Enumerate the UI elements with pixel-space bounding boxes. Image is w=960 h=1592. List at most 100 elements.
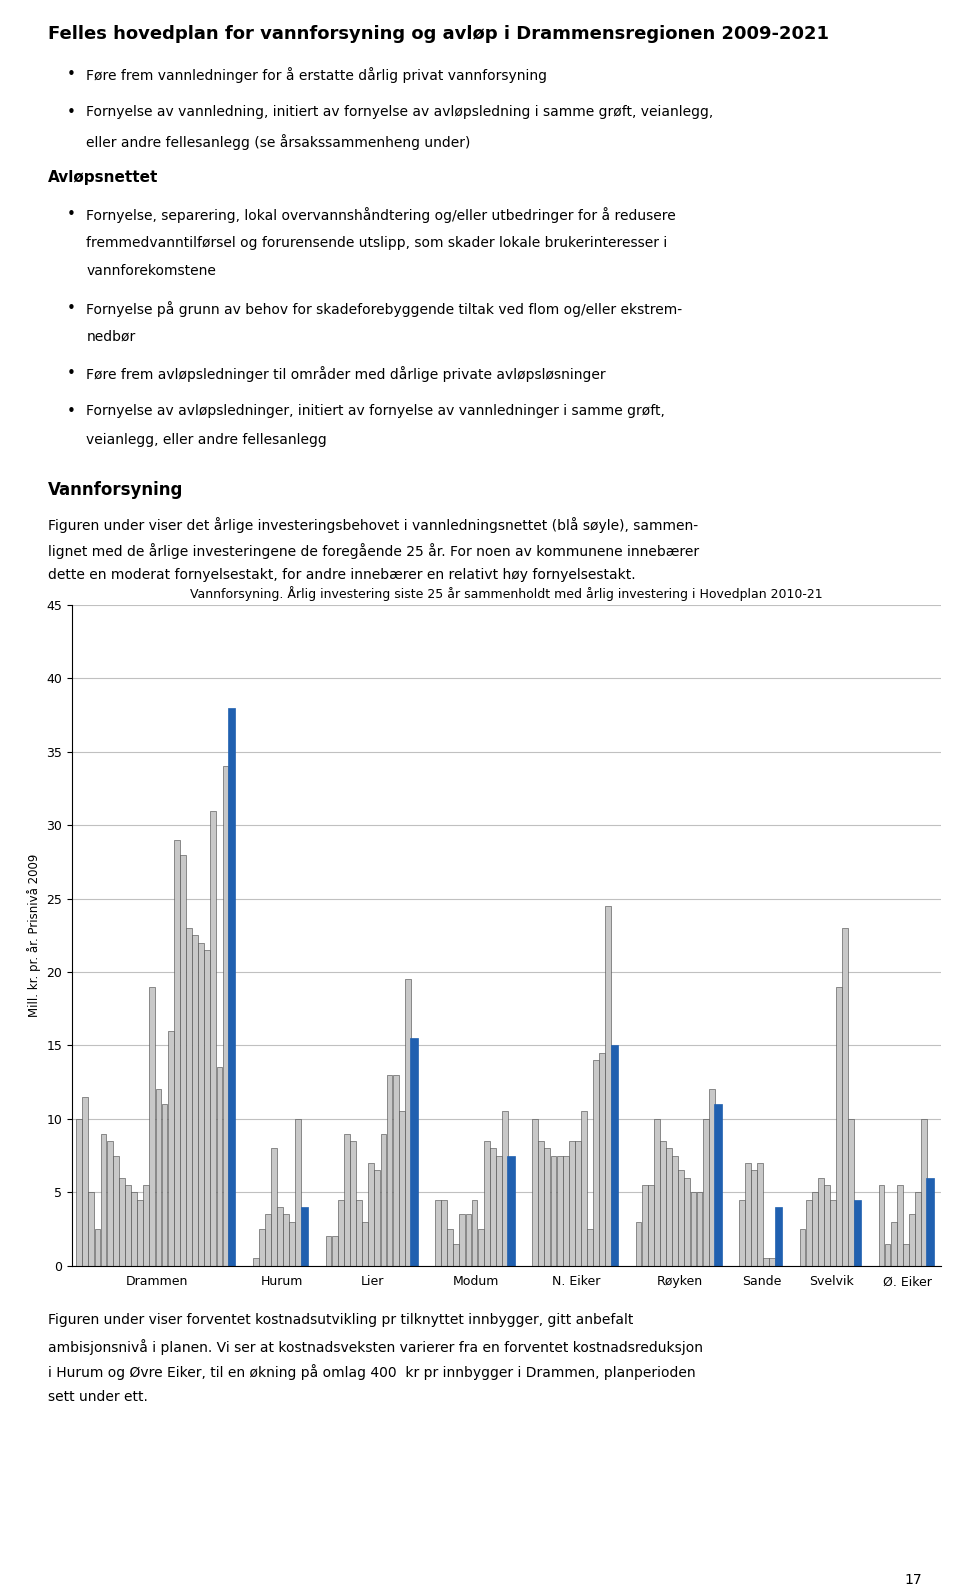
Bar: [180, 855, 186, 1266]
Bar: [763, 1258, 769, 1266]
Bar: [350, 1141, 356, 1266]
Bar: [557, 1156, 563, 1266]
Bar: [161, 1105, 167, 1266]
Bar: [818, 1178, 824, 1266]
Bar: [897, 1184, 902, 1266]
Bar: [119, 1178, 125, 1266]
Text: ambisjonsnivå i planen. Vi ser at kostnadsveksten varierer fra en forventet kost: ambisjonsnivå i planen. Vi ser at kostna…: [48, 1339, 703, 1355]
Bar: [575, 1141, 581, 1266]
Bar: [137, 1200, 143, 1266]
Bar: [228, 708, 235, 1266]
Text: dette en moderat fornyelsestakt, for andre innebærer en relativt høy fornyelsest: dette en moderat fornyelsestakt, for and…: [48, 568, 636, 583]
Bar: [88, 1192, 94, 1266]
Bar: [471, 1200, 477, 1266]
Bar: [453, 1243, 459, 1266]
Bar: [697, 1192, 703, 1266]
Bar: [708, 1089, 714, 1266]
Text: eller andre fellesanlegg (se årsakssammenheng under): eller andre fellesanlegg (se årsakssamme…: [86, 134, 470, 150]
Text: Fornyelse av vannledning, initiert av fornyelse av avløpsledning i samme grøft, : Fornyelse av vannledning, initiert av fo…: [86, 105, 713, 119]
Bar: [199, 942, 204, 1266]
Text: •: •: [67, 366, 76, 380]
Bar: [94, 1229, 101, 1266]
Bar: [922, 1119, 927, 1266]
Bar: [435, 1200, 441, 1266]
Bar: [460, 1215, 466, 1266]
Text: fremmedvanntilførsel og forurensende utslipp, som skader lokale brukerinteresser: fremmedvanntilførsel og forurensende uts…: [86, 236, 667, 250]
Bar: [666, 1148, 672, 1266]
Bar: [739, 1200, 745, 1266]
Bar: [217, 1068, 223, 1266]
Bar: [714, 1105, 722, 1266]
Text: •: •: [67, 301, 76, 315]
Bar: [563, 1156, 568, 1266]
Bar: [599, 1052, 605, 1266]
Text: nedbør: nedbør: [86, 330, 135, 344]
Bar: [447, 1229, 453, 1266]
Bar: [588, 1229, 593, 1266]
Bar: [891, 1221, 897, 1266]
Bar: [830, 1200, 836, 1266]
Bar: [210, 810, 216, 1266]
Bar: [113, 1156, 119, 1266]
Bar: [393, 1075, 398, 1266]
Bar: [265, 1215, 271, 1266]
Bar: [132, 1192, 137, 1266]
Text: Føre frem vannledninger for å erstatte dårlig privat vannforsyning: Føre frem vannledninger for å erstatte d…: [86, 67, 547, 83]
Bar: [606, 906, 612, 1266]
Bar: [824, 1184, 829, 1266]
Bar: [745, 1162, 751, 1266]
Bar: [277, 1207, 283, 1266]
Y-axis label: Mill. kr. pr. år. Prisnivå 2009: Mill. kr. pr. år. Prisnivå 2009: [27, 853, 41, 1017]
Bar: [362, 1221, 368, 1266]
Bar: [338, 1200, 344, 1266]
Bar: [800, 1229, 805, 1266]
Bar: [101, 1134, 107, 1266]
Bar: [332, 1237, 338, 1266]
Bar: [769, 1258, 776, 1266]
Text: •: •: [67, 207, 76, 221]
Bar: [223, 766, 228, 1266]
Bar: [174, 841, 180, 1266]
Bar: [289, 1221, 296, 1266]
Bar: [903, 1243, 909, 1266]
Title: Vannforsyning. Årlig investering siste 25 år sammenholdt med årlig investering i: Vannforsyning. Årlig investering siste 2…: [190, 586, 823, 602]
Bar: [83, 1097, 88, 1266]
Bar: [478, 1229, 484, 1266]
Bar: [648, 1184, 654, 1266]
Bar: [490, 1148, 495, 1266]
Bar: [751, 1170, 757, 1266]
Bar: [271, 1148, 276, 1266]
Bar: [836, 987, 842, 1266]
Bar: [496, 1156, 502, 1266]
Bar: [76, 1119, 83, 1266]
Bar: [325, 1237, 331, 1266]
Bar: [812, 1192, 818, 1266]
Bar: [703, 1119, 708, 1266]
Text: Føre frem avløpsledninger til områder med dårlige private avløpsløsninger: Føre frem avløpsledninger til områder me…: [86, 366, 606, 382]
Bar: [636, 1221, 641, 1266]
Bar: [654, 1119, 660, 1266]
Bar: [593, 1060, 599, 1266]
Bar: [466, 1215, 471, 1266]
Bar: [398, 1111, 404, 1266]
Text: Figuren under viser forventet kostnadsutvikling pr tilknyttet innbygger, gitt an: Figuren under viser forventet kostnadsut…: [48, 1313, 634, 1328]
Text: Fornyelse av avløpsledninger, initiert av fornyelse av vannledninger i samme grø: Fornyelse av avløpsledninger, initiert a…: [86, 404, 665, 419]
Bar: [690, 1192, 696, 1266]
Bar: [660, 1141, 666, 1266]
Bar: [168, 1030, 174, 1266]
Bar: [878, 1184, 884, 1266]
Text: •: •: [67, 105, 76, 119]
Bar: [757, 1162, 763, 1266]
Bar: [679, 1170, 684, 1266]
Bar: [405, 979, 411, 1266]
Bar: [611, 1046, 618, 1266]
Bar: [344, 1134, 349, 1266]
Bar: [125, 1184, 131, 1266]
Bar: [143, 1184, 149, 1266]
Bar: [672, 1156, 678, 1266]
Text: sett under ett.: sett under ett.: [48, 1390, 148, 1404]
Bar: [915, 1192, 921, 1266]
Bar: [641, 1184, 648, 1266]
Text: Felles hovedplan for vannforsyning og avløp i Drammensregionen 2009-2021: Felles hovedplan for vannforsyning og av…: [48, 25, 829, 43]
Text: •: •: [67, 404, 76, 419]
